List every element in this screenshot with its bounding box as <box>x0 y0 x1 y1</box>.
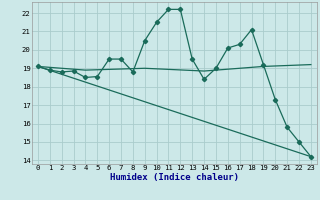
X-axis label: Humidex (Indice chaleur): Humidex (Indice chaleur) <box>110 173 239 182</box>
